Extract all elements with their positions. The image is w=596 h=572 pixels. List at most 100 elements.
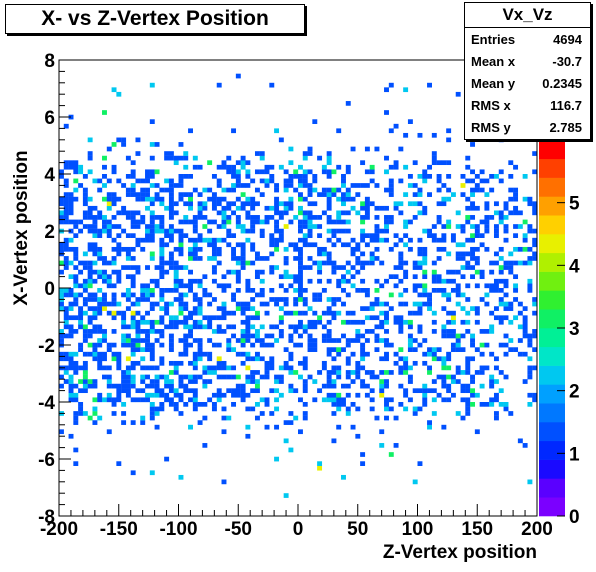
colorbar-tick-label: 0 xyxy=(569,507,580,528)
heatmap-cell xyxy=(135,360,141,366)
heatmap-cell xyxy=(59,351,64,357)
heatmap-cell xyxy=(197,205,203,211)
heatmap-cell xyxy=(140,319,146,325)
heatmap-cell xyxy=(97,306,103,311)
heatmap-cell xyxy=(140,329,146,334)
heatmap-cell xyxy=(470,187,476,193)
heatmap-cell xyxy=(178,351,184,357)
heatmap-cell xyxy=(140,192,146,197)
heatmap-cell xyxy=(63,242,69,248)
heatmap-cell xyxy=(470,265,476,270)
heatmap-cell xyxy=(398,383,404,389)
colorbar-tick-label: 1 xyxy=(569,444,580,465)
heatmap-cell xyxy=(235,183,241,188)
heatmap-cell xyxy=(192,356,198,362)
heatmap-cell xyxy=(159,306,165,311)
heatmap-cell xyxy=(106,224,112,229)
stats-value: 4694 xyxy=(553,31,582,47)
heatmap-cell xyxy=(197,324,203,330)
heatmap-cell xyxy=(106,178,112,184)
heatmap-cell xyxy=(345,338,351,343)
heatmap-cell xyxy=(278,137,284,143)
heatmap-cell xyxy=(293,297,299,302)
heatmap-cell xyxy=(111,402,117,407)
heatmap-cell xyxy=(149,306,155,311)
heatmap-cell xyxy=(274,397,280,403)
heatmap-cell xyxy=(278,164,284,170)
heatmap-cell xyxy=(388,306,394,311)
heatmap-cell xyxy=(374,224,380,229)
heatmap-cell xyxy=(121,183,127,188)
heatmap-cell xyxy=(68,196,74,202)
heatmap-cell xyxy=(393,351,399,357)
heatmap-cell xyxy=(522,324,528,330)
heatmap-cell xyxy=(460,183,466,188)
heatmap-cell xyxy=(168,215,174,220)
heatmap-cell xyxy=(474,310,480,316)
heatmap-cell xyxy=(140,365,146,371)
heatmap-cell xyxy=(364,196,370,202)
heatmap-cell xyxy=(431,397,437,403)
heatmap-cell xyxy=(235,392,241,398)
heatmap-cell xyxy=(293,278,299,284)
heatmap-cell xyxy=(111,196,117,202)
heatmap-cell xyxy=(240,205,246,211)
heatmap-cell xyxy=(288,310,294,316)
heatmap-cell xyxy=(154,392,160,398)
heatmap-cell xyxy=(59,356,64,362)
heatmap-cell xyxy=(427,301,432,307)
heatmap-cell xyxy=(293,329,299,334)
heatmap-cell xyxy=(211,192,217,197)
heatmap-cell xyxy=(312,215,318,220)
heatmap-cell xyxy=(207,370,213,375)
heatmap-cell xyxy=(374,215,380,220)
heatmap-cell xyxy=(235,196,241,202)
heatmap-cell xyxy=(364,351,370,357)
heatmap-cell xyxy=(145,233,150,238)
heatmap-cell xyxy=(517,246,523,252)
heatmap-cell xyxy=(341,228,346,234)
heatmap-cell xyxy=(298,310,303,316)
heatmap-cell xyxy=(307,324,313,330)
heatmap-cell xyxy=(168,301,174,307)
heatmap-cell xyxy=(226,201,232,207)
heatmap-cell xyxy=(245,406,251,412)
heatmap-cell xyxy=(159,360,165,366)
heatmap-cell xyxy=(283,224,289,229)
heatmap-cell xyxy=(388,342,394,348)
heatmap-cell xyxy=(145,383,150,389)
heatmap-cell xyxy=(145,342,150,348)
heatmap-cell xyxy=(336,370,342,375)
heatmap-cell xyxy=(474,429,480,435)
heatmap-cell xyxy=(470,256,476,261)
heatmap-cell xyxy=(116,178,122,184)
heatmap-cell xyxy=(116,196,122,202)
heatmap-cell xyxy=(116,461,122,466)
heatmap-cell xyxy=(63,260,69,266)
heatmap-cell xyxy=(527,283,533,289)
heatmap-cell xyxy=(59,201,64,207)
heatmap-cell xyxy=(293,301,299,307)
heatmap-cell xyxy=(102,110,107,115)
heatmap-cell xyxy=(450,192,456,197)
heatmap-cell xyxy=(302,219,308,225)
heatmap-cell xyxy=(364,215,370,220)
heatmap-cell xyxy=(264,342,270,348)
heatmap-cell xyxy=(183,347,189,352)
heatmap-cell xyxy=(460,224,466,229)
heatmap-cell xyxy=(422,269,428,275)
heatmap-cell xyxy=(407,338,413,343)
heatmap-cell xyxy=(508,338,514,343)
heatmap-cell xyxy=(207,338,213,343)
heatmap-cell xyxy=(298,342,303,348)
y-tick-label: 0 xyxy=(44,279,55,300)
heatmap-cell xyxy=(436,246,442,252)
heatmap-cell xyxy=(121,228,127,234)
heatmap-cell xyxy=(111,411,117,416)
heatmap-cell xyxy=(379,283,385,289)
heatmap-cell xyxy=(116,360,122,366)
heatmap-cell xyxy=(321,169,327,175)
heatmap-cell xyxy=(78,306,84,311)
heatmap-cell xyxy=(264,215,270,220)
heatmap-cell xyxy=(68,365,74,371)
